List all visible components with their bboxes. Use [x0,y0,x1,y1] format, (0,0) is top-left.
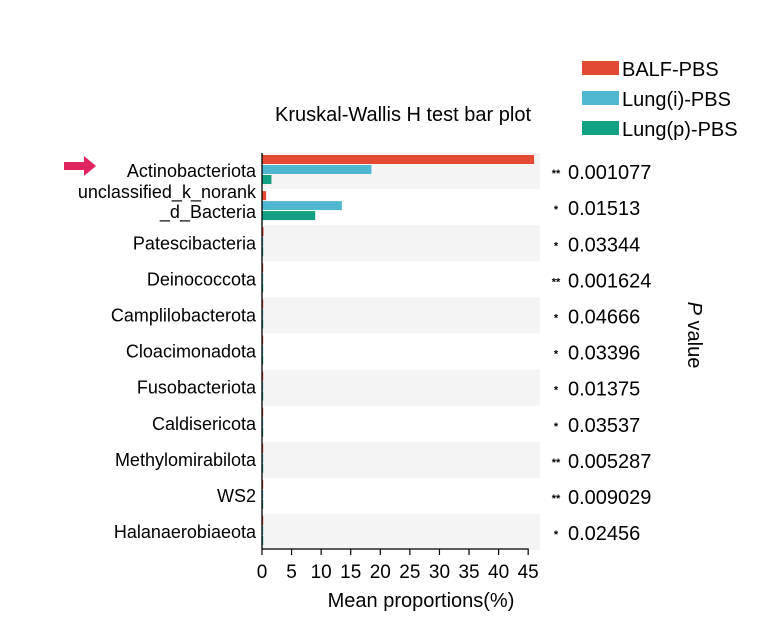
category-labels: Actinobacteriotaunclassified_k_norank_d_… [78,161,257,542]
significance-marker: ** [552,276,561,288]
x-tick-label: 10 [311,562,332,583]
bar-lung-p-pbs [262,211,316,221]
x-tick-label: 15 [340,562,361,583]
significance-marker: * [554,349,559,361]
significance-marker: * [554,385,559,397]
p-value-label: 0.02456 [568,523,640,545]
bar-balf-pbs [262,191,267,201]
category-label: Cloacimonadota [126,342,257,362]
chart-title: Kruskal-Wallis H test bar plot [275,104,531,126]
p-value-label: 0.03344 [568,234,640,256]
p-value-label: 0.01513 [568,198,640,220]
p-value-label: 0.001077 [568,162,651,184]
highlight-arrow-icon [64,156,96,176]
bar-lung-i-pbs [262,165,372,174]
bar-balf-pbs [262,155,535,164]
significance-marker: * [554,204,559,216]
p-value-label: 0.01375 [568,379,640,401]
p-value-label: 0.005287 [568,451,651,473]
bar-balf-pbs [262,227,264,237]
axes-group: 0 5 10 15 20 25 30 35 40 45 [257,153,539,583]
category-label-line: unclassified_k_norank [78,182,257,203]
category-label: WS2 [217,486,256,506]
row-band [262,225,540,262]
category-label-line: _d_Bacteria [159,202,257,223]
x-tick-label: 35 [458,562,479,583]
p-value-label: 0.001624 [568,270,651,292]
p-value-axis-italic: P [683,302,705,316]
row-band [262,297,540,334]
significance-marker: * [554,529,559,541]
p-value-labels: ** 0.001077* 0.01513* 0.03344** 0.001624* 0.0… [552,162,652,545]
significance-marker: * [554,312,559,324]
row-band [262,369,540,406]
legend-label: Lung(i)-PBS [622,89,731,111]
legend: BALF-PBS Lung(i)-PBS Lung(p)-PBS [582,59,738,141]
legend-swatch [582,61,619,75]
p-value-axis-rest: value [683,315,705,368]
x-tick-label: 45 [518,562,539,583]
legend-swatch [582,91,619,105]
bars-group [262,155,535,545]
legend-label: Lung(p)-PBS [622,119,738,141]
p-value-label: 0.03396 [568,343,640,365]
category-label: Patescibacteria [133,233,257,253]
x-axis-title: Mean proportions(%) [328,590,515,612]
significance-marker: * [554,421,559,433]
category-label: Caldisericota [152,414,257,434]
significance-marker: ** [552,457,561,469]
category-label: Actinobacteriota [127,161,257,181]
x-tick-label: 40 [488,562,509,583]
significance-marker: ** [552,493,561,505]
significance-marker: ** [552,168,561,180]
legend-swatch [582,121,619,135]
category-label: Halanaerobiaeota [114,522,257,542]
p-value-label: 0.04666 [568,306,640,328]
bar-lung-i-pbs [262,201,342,211]
p-value-axis-title: P value [683,302,705,369]
x-tick-label: 5 [286,562,297,583]
x-tick-label: 25 [399,562,420,583]
row-band [262,514,540,551]
p-value-label: 0.03537 [568,415,640,437]
legend-label: BALF-PBS [622,59,719,81]
category-label: Methylomirabilota [115,450,257,470]
category-label: Camplilobacterota [111,305,257,325]
row-bands [262,153,540,551]
x-tick-label: 20 [370,562,391,583]
category-label: Deinococcota [147,269,257,289]
category-label: Fusobacteriota [137,378,257,398]
x-tick-label: 0 [257,562,268,583]
significance-marker: * [554,240,559,252]
row-band [262,441,540,478]
x-tick-label: 30 [429,562,450,583]
bar-lung-p-pbs [262,175,272,184]
p-value-label: 0.009029 [568,487,651,509]
